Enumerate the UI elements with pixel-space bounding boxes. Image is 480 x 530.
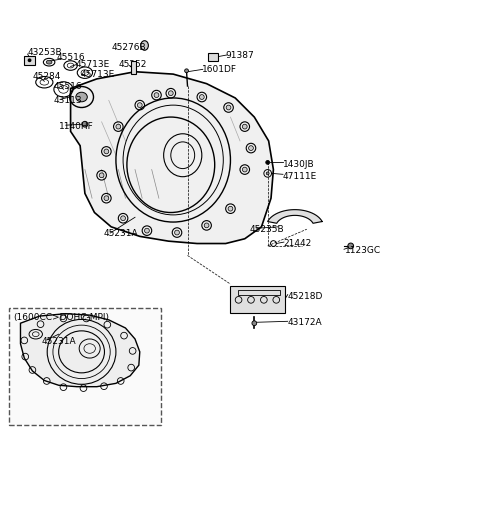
Circle shape: [242, 124, 247, 129]
Circle shape: [104, 149, 109, 154]
Circle shape: [154, 93, 159, 98]
Circle shape: [175, 230, 180, 235]
Text: 45713E: 45713E: [80, 69, 114, 78]
Text: 45231A: 45231A: [42, 337, 77, 346]
Bar: [131, 61, 136, 74]
Text: (1600CC>DOHC-MPI): (1600CC>DOHC-MPI): [13, 313, 109, 322]
Bar: [207, 53, 218, 61]
Circle shape: [120, 216, 125, 220]
Text: 45516: 45516: [54, 82, 83, 91]
Text: 45231A: 45231A: [104, 229, 139, 239]
Text: 45235B: 45235B: [250, 225, 284, 234]
Text: 1430JB: 1430JB: [283, 160, 314, 169]
PathPatch shape: [230, 287, 285, 313]
Circle shape: [199, 95, 204, 100]
Text: 45284: 45284: [33, 72, 61, 81]
Circle shape: [99, 173, 104, 178]
Circle shape: [104, 196, 109, 200]
Text: 1123GC: 1123GC: [345, 246, 381, 255]
Text: 47111E: 47111E: [283, 172, 317, 181]
Text: 45276B: 45276B: [111, 43, 146, 52]
Circle shape: [228, 206, 233, 211]
Circle shape: [242, 167, 247, 172]
Circle shape: [28, 58, 32, 62]
Circle shape: [226, 105, 231, 110]
Text: 45713E: 45713E: [75, 60, 109, 69]
Circle shape: [185, 69, 189, 73]
FancyBboxPatch shape: [9, 308, 161, 425]
Circle shape: [348, 243, 354, 249]
Text: 45252: 45252: [118, 60, 147, 69]
Circle shape: [82, 121, 88, 127]
Text: 1140HF: 1140HF: [59, 122, 94, 131]
Ellipse shape: [141, 41, 148, 50]
Circle shape: [168, 91, 173, 95]
Text: 91387: 91387: [226, 50, 254, 59]
Bar: [238, 290, 280, 295]
Text: 45516: 45516: [56, 53, 85, 62]
Circle shape: [116, 124, 120, 129]
Text: 21442: 21442: [283, 239, 311, 248]
Circle shape: [137, 103, 142, 108]
Circle shape: [144, 228, 149, 233]
Circle shape: [266, 161, 270, 164]
Circle shape: [249, 146, 253, 151]
Polygon shape: [268, 210, 322, 223]
Ellipse shape: [46, 60, 52, 64]
Text: 1601DF: 1601DF: [202, 65, 237, 74]
Text: 43172A: 43172A: [288, 318, 323, 327]
Circle shape: [252, 321, 257, 325]
Bar: [24, 56, 35, 65]
Text: 43113: 43113: [54, 96, 83, 105]
Ellipse shape: [76, 92, 87, 102]
PathPatch shape: [71, 72, 274, 243]
Text: 43253B: 43253B: [28, 48, 62, 57]
PathPatch shape: [21, 314, 140, 387]
Circle shape: [266, 172, 269, 175]
Circle shape: [204, 223, 209, 228]
Text: 45218D: 45218D: [288, 292, 323, 301]
